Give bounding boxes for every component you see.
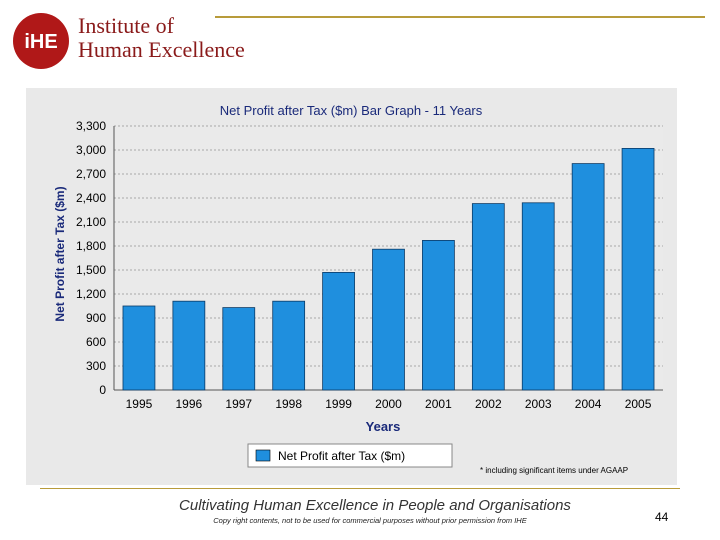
bar (571, 163, 605, 391)
x-tick-label: 1998 (275, 397, 302, 411)
bar (172, 300, 206, 391)
logo-text: iHE (24, 31, 57, 53)
x-tick-label: 1997 (225, 397, 252, 411)
chart-legend: Net Profit after Tax ($m) (247, 443, 453, 468)
bar (272, 300, 306, 391)
x-tick-label: 2005 (625, 397, 652, 411)
x-tick-label: 1995 (126, 397, 153, 411)
bar (521, 202, 555, 391)
y-tick-label: 1,200 (76, 287, 106, 301)
bar (621, 148, 655, 391)
chart-panel: Net Profit after Tax ($m) Bar Graph - 11… (26, 88, 677, 485)
org-name: Institute of Human Excellence (78, 14, 245, 62)
footnote: * including significant items under AGAA… (480, 466, 629, 475)
bar (471, 203, 505, 391)
y-tick-label: 600 (86, 335, 106, 349)
bar (422, 239, 455, 391)
y-tick-label: 300 (86, 359, 106, 373)
x-tick-label: 2003 (525, 397, 552, 411)
footer-tagline: Cultivating Human Excellence in People a… (179, 497, 571, 514)
ihe-logo: iHE (13, 13, 69, 69)
y-axis-label: Net Profit after Tax ($m) (53, 186, 67, 321)
legend-label: Net Profit after Tax ($m) (278, 449, 405, 463)
bar (122, 305, 156, 391)
bar (322, 271, 355, 391)
legend-swatch (255, 449, 271, 462)
x-tick-label: 1999 (325, 397, 352, 411)
chart-title: Net Profit after Tax ($m) Bar Graph - 11… (220, 103, 483, 118)
bar-chart: Net Profit after Tax ($m) Bar Graph - 11… (53, 103, 663, 468)
x-tick-label: 2001 (425, 397, 452, 411)
y-tick-label: 3,000 (76, 143, 106, 157)
bar (222, 307, 256, 391)
org-name-line2: Human Excellence (78, 37, 245, 62)
footer-divider (40, 488, 680, 489)
x-tick-label: 2004 (575, 397, 602, 411)
y-tick-label: 0 (99, 383, 106, 397)
page-number: 44 (655, 510, 669, 524)
x-tick-label: 2002 (475, 397, 502, 411)
y-tick-label: 2,100 (76, 215, 106, 229)
org-name-line1: Institute of (78, 13, 174, 38)
y-tick-label: 3,300 (76, 119, 106, 133)
copyright-notice: Copy right contents, not to be used for … (213, 516, 527, 525)
x-tick-label: 2000 (375, 397, 402, 411)
x-axis-label: Years (366, 419, 401, 434)
y-tick-label: 2,400 (76, 191, 106, 205)
header-divider (215, 16, 705, 18)
bar (372, 248, 405, 391)
y-tick-label: 900 (86, 311, 106, 325)
y-tick-label: 2,700 (76, 167, 106, 181)
y-tick-label: 1,500 (76, 263, 106, 277)
y-tick-label: 1,800 (76, 239, 106, 253)
x-tick-label: 1996 (176, 397, 203, 411)
